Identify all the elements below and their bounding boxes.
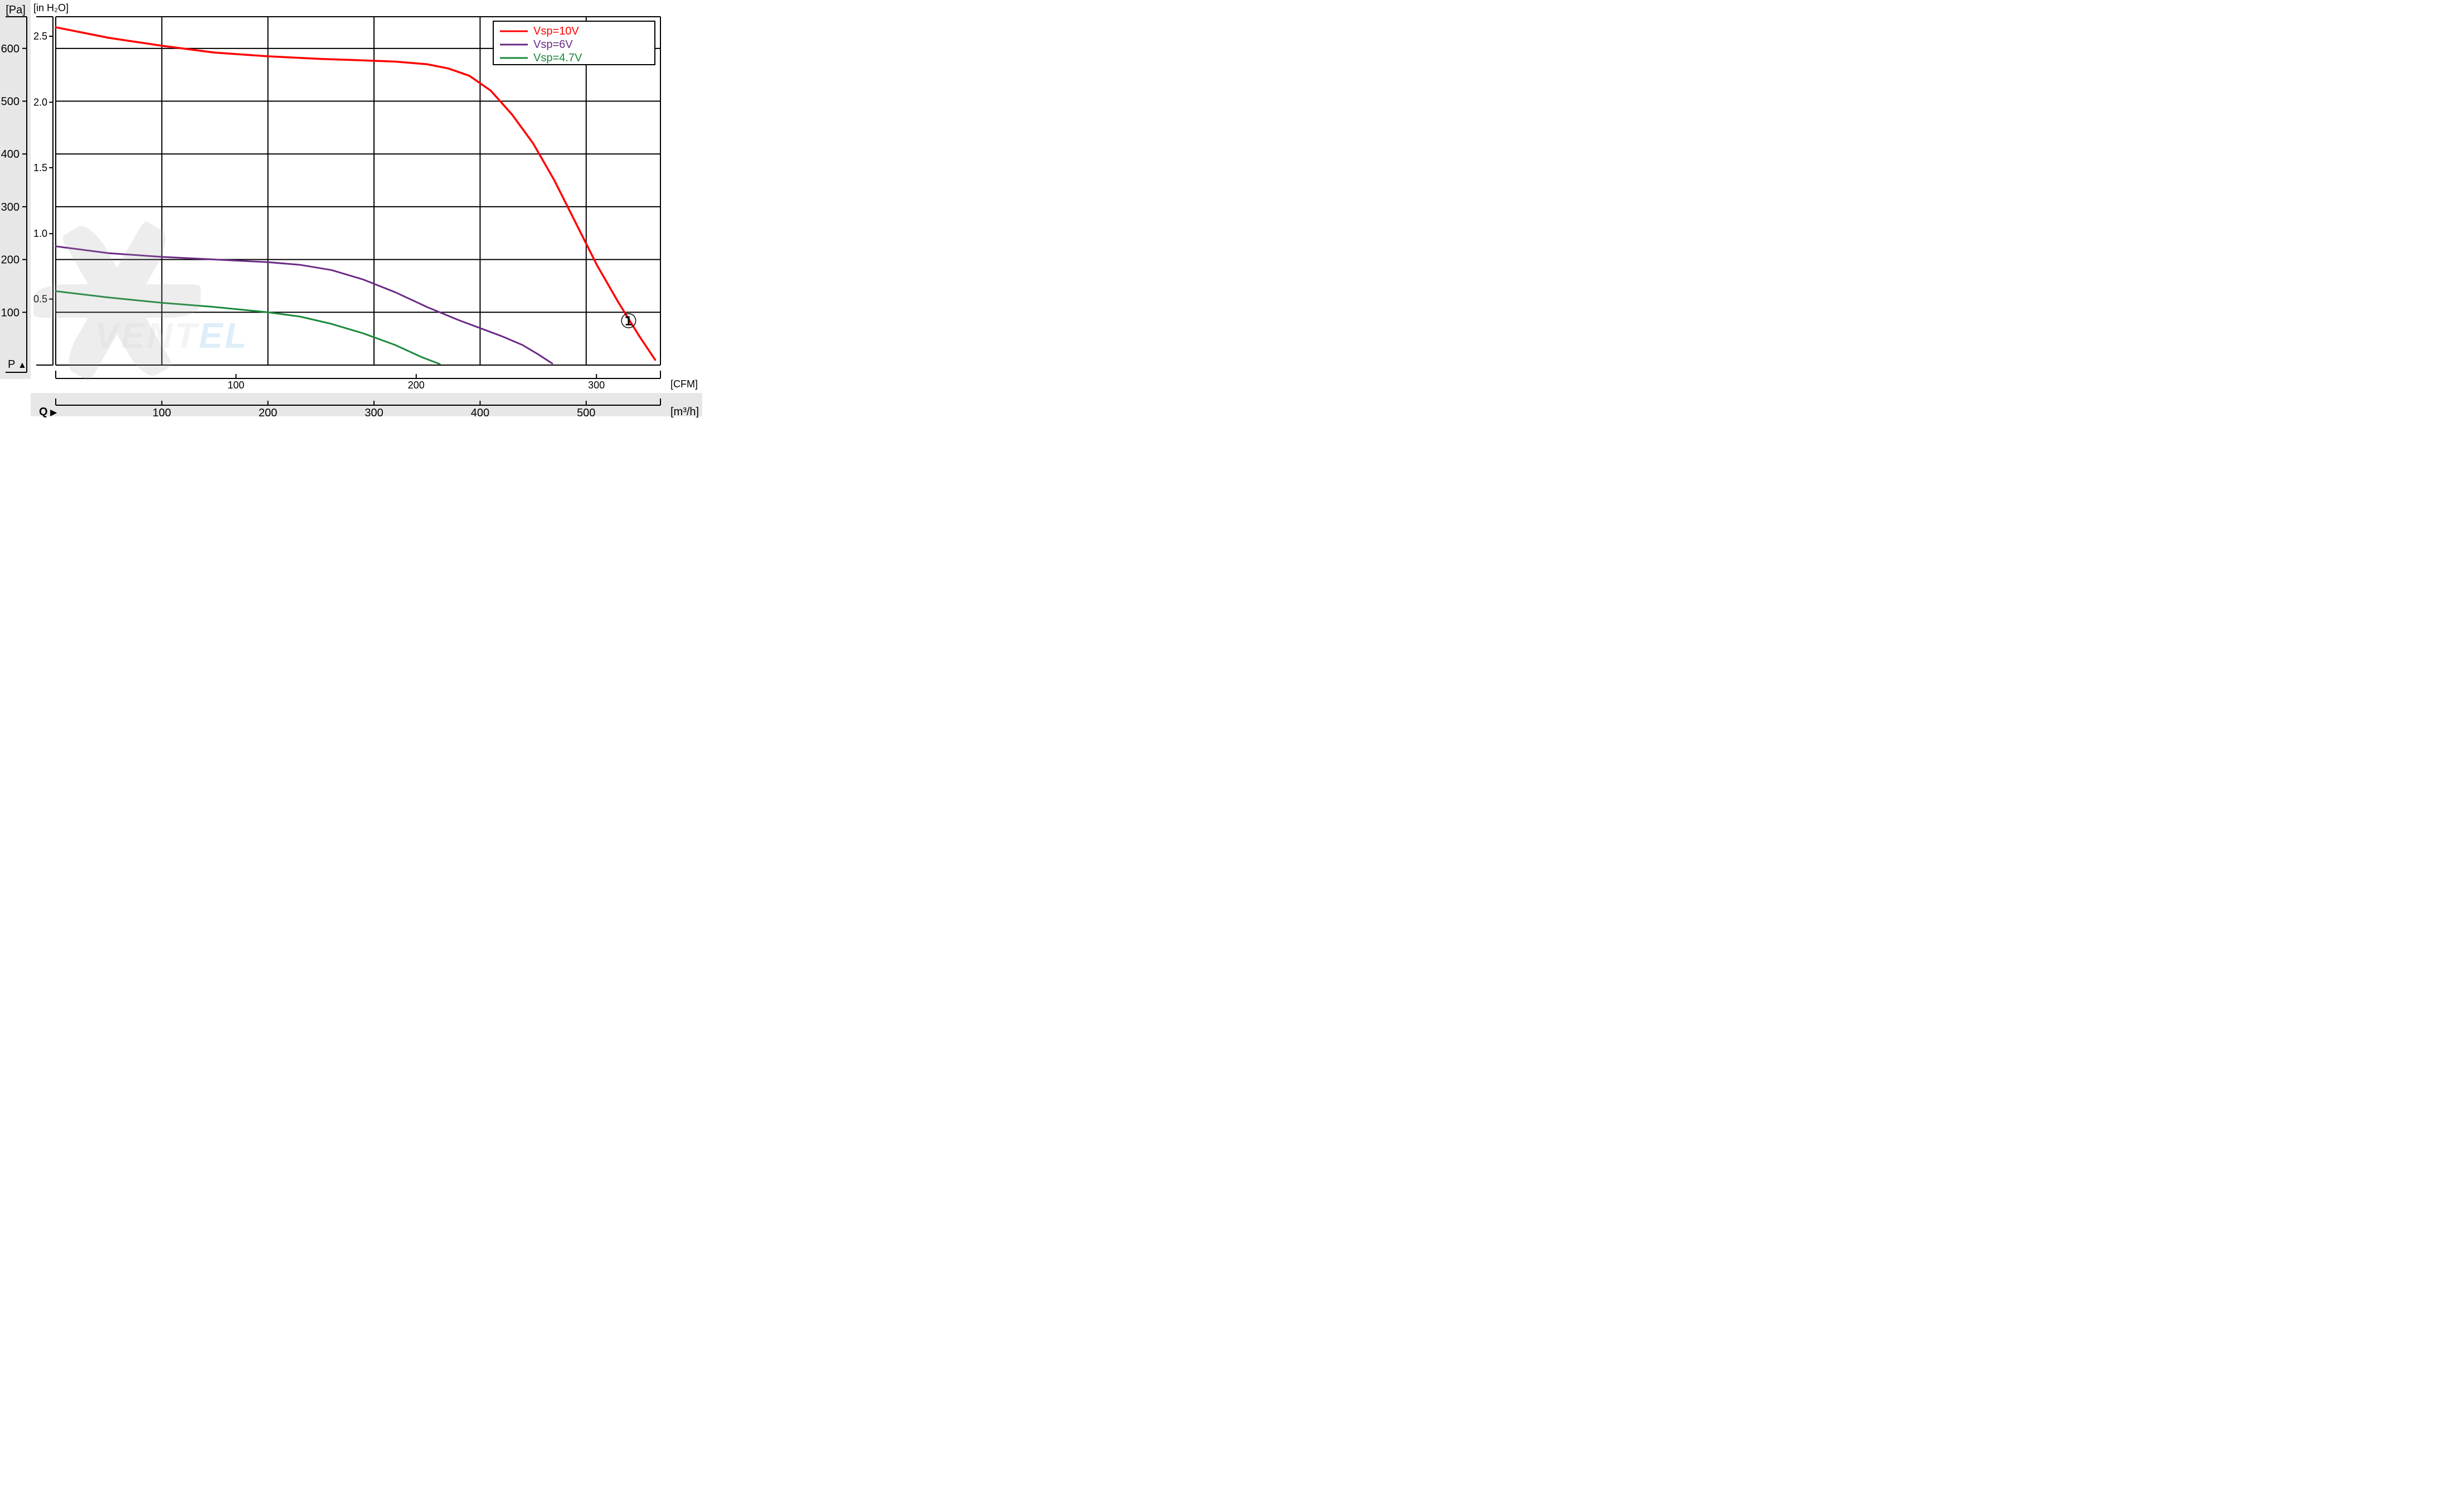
p-arrow-icon: ▲ xyxy=(18,361,27,370)
inh2o-axis-label: [in H₂O] xyxy=(33,2,69,13)
p-marker: P xyxy=(8,358,15,371)
series-Vsp10 xyxy=(56,27,655,360)
legend-label: Vsp=6V xyxy=(533,38,573,51)
cfm-axis-label: [CFM] xyxy=(670,378,698,390)
m3h-axis-label: [m³/h] xyxy=(670,406,699,418)
panel-number: ① xyxy=(620,310,638,333)
cfm-tick-label: 300 xyxy=(588,380,605,391)
cfm-tick-label: 100 xyxy=(227,380,244,391)
pa-tick-label: 100 xyxy=(1,307,20,319)
inh2o-tick-label: 2.0 xyxy=(33,96,47,108)
pa-tick-label: 500 xyxy=(1,96,20,108)
pa-axis-label: [Pa] xyxy=(6,4,26,16)
series-Vsp47 xyxy=(56,291,440,364)
m3h-tick-label: 500 xyxy=(577,407,595,419)
m3h-tick-label: 300 xyxy=(365,407,383,419)
m3h-tick-label: 100 xyxy=(153,407,171,419)
m3h-tick-label: 400 xyxy=(471,407,489,419)
q-marker: Q xyxy=(39,406,48,418)
series-Vsp6 xyxy=(56,246,552,363)
pa-tick-label: 200 xyxy=(1,254,20,266)
legend-label: Vsp=4.7V xyxy=(533,52,582,64)
q-arrow-icon: ▶ xyxy=(50,408,57,417)
inh2o-tick-label: 0.5 xyxy=(33,294,47,305)
inh2o-tick-label: 1.5 xyxy=(33,162,47,173)
m3h-tick-label: 200 xyxy=(259,407,277,419)
inh2o-tick-label: 2.5 xyxy=(33,31,47,42)
pa-tick-label: 300 xyxy=(1,201,20,213)
chart-container: VENTEL [Pa]100200300400500600P▲[in H₂O]0… xyxy=(0,0,702,429)
cfm-tick-label: 200 xyxy=(408,380,425,391)
inh2o-tick-label: 1.0 xyxy=(33,228,47,239)
legend-label: Vsp=10V xyxy=(533,25,579,37)
pa-axis-band xyxy=(0,0,31,379)
pa-tick-label: 400 xyxy=(1,148,20,161)
fan-curve-chart: [Pa] 100 200 300 400 500 600 P▲ [in H₂O] 0.5 1.0 1.… xyxy=(0,0,702,429)
pa-tick-label: 600 xyxy=(1,43,20,55)
